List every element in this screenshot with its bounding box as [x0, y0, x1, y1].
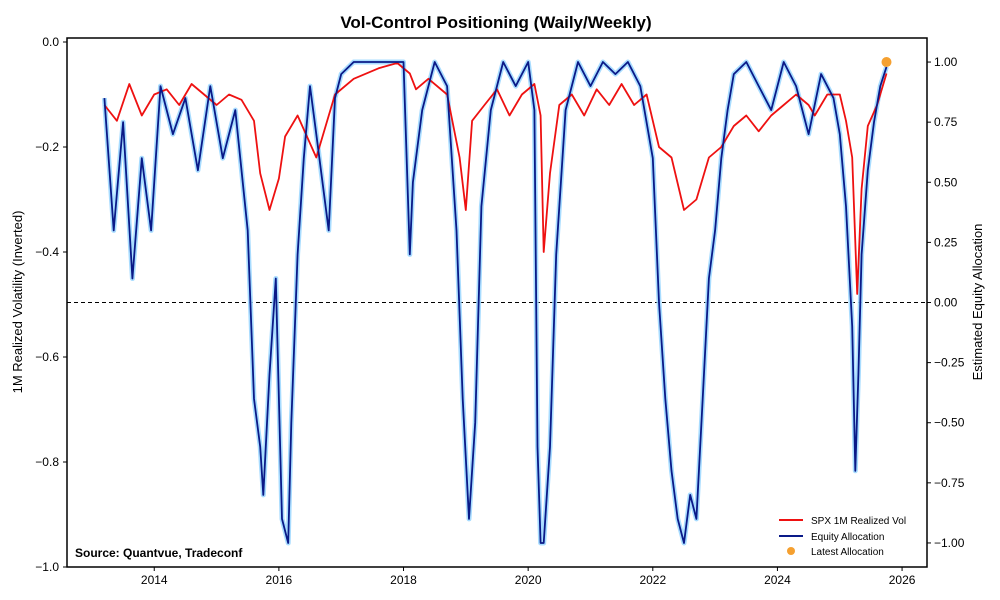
- right-y-tick-label: −0.50: [934, 416, 965, 430]
- spx-1m-realized-vol-line: [103, 62, 888, 295]
- right-y-tick-label: −0.75: [934, 476, 965, 490]
- right-y-tick-label: −0.25: [934, 356, 965, 370]
- latest-allocation-marker: [881, 57, 892, 68]
- legend-label-latest-allocation: Latest Allocation: [811, 547, 884, 558]
- x-tick-label: 2020: [515, 573, 542, 587]
- x-tick-label: 2022: [639, 573, 666, 587]
- right-y-tick-label: 1.00: [934, 55, 958, 69]
- legend-label-equity-allocation: Equity Allocation: [811, 532, 884, 543]
- x-axis-ticks: 2014 2016 2018 2020 2022 2024 2026: [141, 567, 916, 587]
- left-y-axis-label: 1M Realized Volatility (Inverted): [10, 211, 25, 394]
- legend-marker-latest-allocation: [787, 547, 795, 555]
- left-y-tick-label: −0.2: [35, 140, 59, 154]
- right-y-axis-ticks: 1.00 0.75 0.50 0.25 0.00 −0.25 −0.50 −0.75 −1.00: [927, 55, 965, 550]
- x-tick-label: 2024: [764, 573, 791, 587]
- right-y-tick-label: 0.25: [934, 235, 958, 249]
- left-y-tick-label: 0.0: [42, 35, 59, 49]
- x-tick-label: 2016: [266, 573, 293, 587]
- latest-allocation-layer: [881, 57, 892, 68]
- x-tick-label: 2014: [141, 573, 168, 587]
- equity-allocation-line: [103, 61, 888, 544]
- left-y-tick-label: −0.8: [35, 455, 59, 469]
- right-y-axis-label: Estimated Equity Allocation: [970, 224, 985, 381]
- right-y-tick-label: 0.75: [934, 115, 958, 129]
- series-layer: [103, 61, 888, 544]
- legend-label-realized-vol: SPX 1M Realized Vol: [811, 516, 906, 527]
- x-tick-label: 2018: [390, 573, 417, 587]
- x-tick-label: 2026: [889, 573, 916, 587]
- chart-title: Vol-Control Positioning (Waily/Weekly): [340, 13, 651, 32]
- left-y-tick-label: −0.6: [35, 350, 59, 364]
- legend: SPX 1M Realized Vol Equity Allocation La…: [779, 516, 906, 558]
- left-y-tick-label: −0.4: [35, 245, 59, 259]
- right-y-tick-label: −1.00: [934, 536, 965, 550]
- left-y-tick-label: −1.0: [35, 560, 59, 574]
- left-y-axis-ticks: 0.0 −0.2 −0.4 −0.6 −0.8 −1.0: [35, 35, 67, 574]
- source-annotation: Source: Quantvue, Tradeconf: [75, 546, 243, 560]
- right-y-tick-label: 0.50: [934, 175, 958, 189]
- right-y-tick-label: 0.00: [934, 296, 958, 310]
